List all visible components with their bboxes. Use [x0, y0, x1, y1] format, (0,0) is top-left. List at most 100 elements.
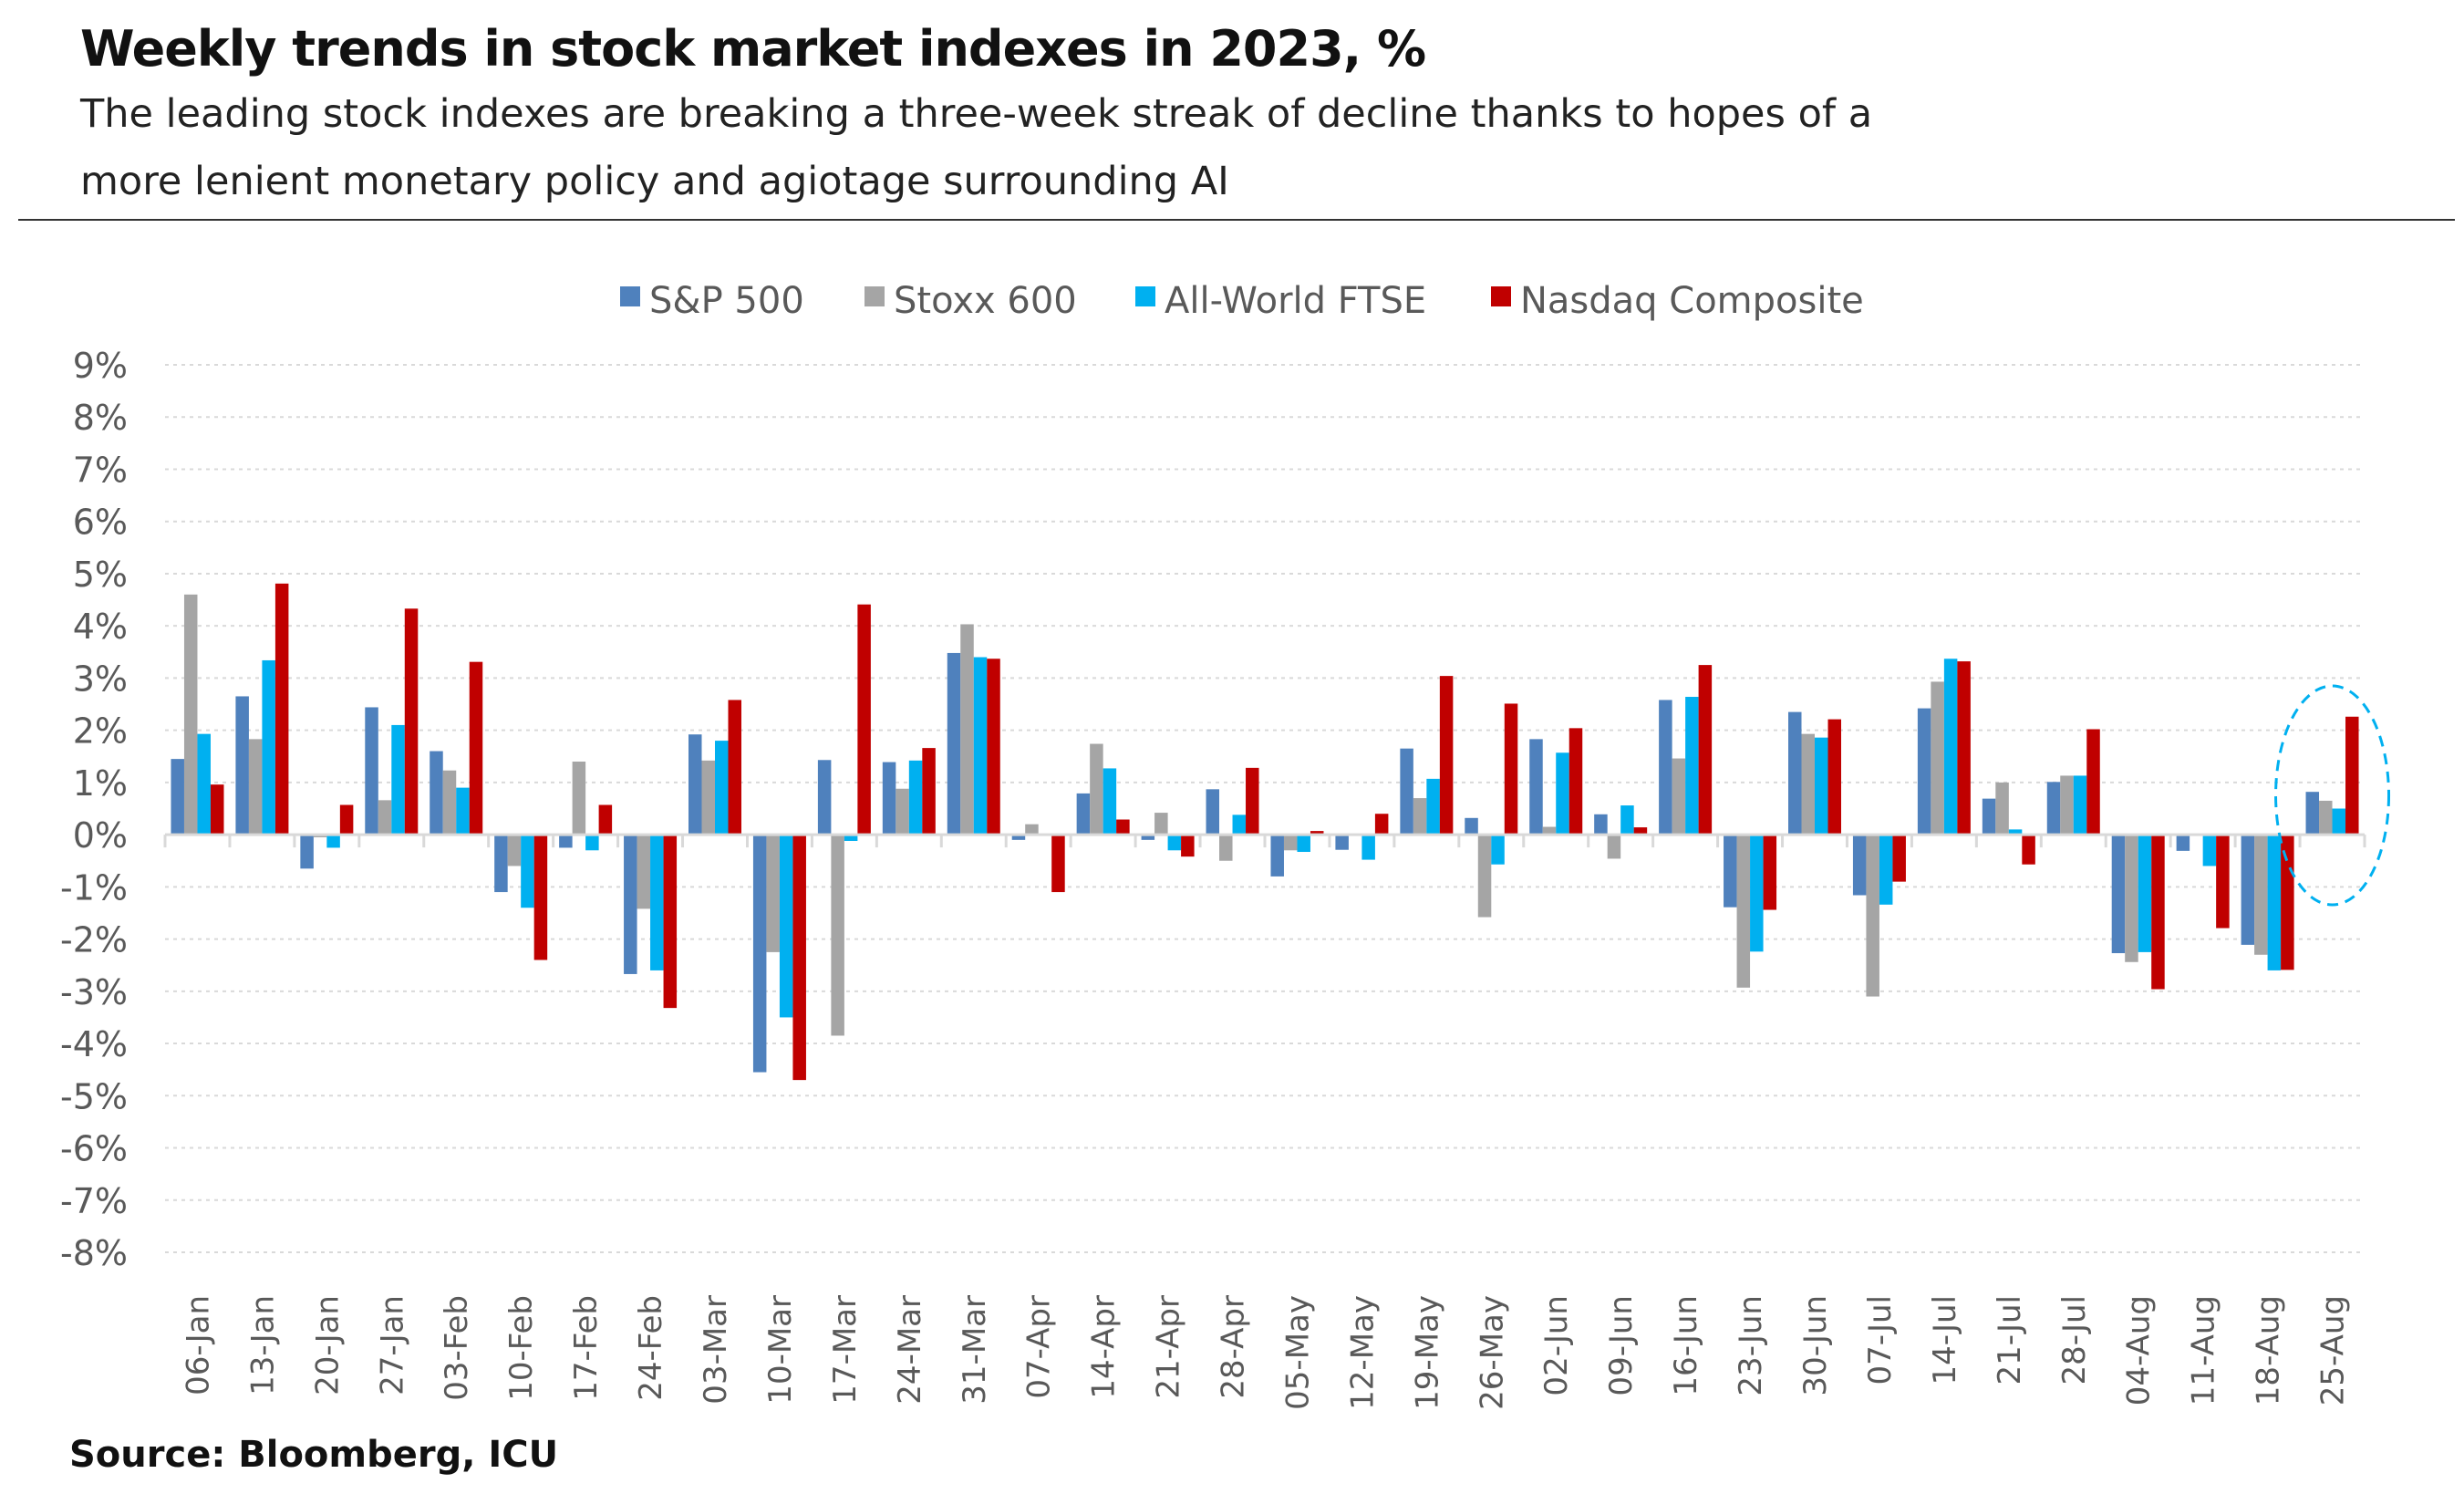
bar-all-world-ftse	[2138, 835, 2152, 952]
bar-nasdaq-composite	[1698, 665, 1713, 835]
bar-s-p-500	[1400, 748, 1413, 835]
bar-stoxx-600	[378, 800, 392, 835]
y-tick-label: -7%	[60, 1181, 128, 1221]
bar-all-world-ftse	[650, 835, 664, 970]
legend-swatch	[864, 286, 885, 306]
bar-s-p-500	[688, 734, 702, 835]
x-tick-label: 09-Jun	[1603, 1295, 1640, 1396]
bar-stoxx-600	[1542, 826, 1557, 835]
bar-stoxx-600	[1672, 758, 1686, 835]
bar-stoxx-600	[2125, 835, 2138, 962]
y-tick-label: 7%	[73, 450, 128, 490]
bar-s-p-500	[1270, 835, 1284, 877]
x-tick-label: 21-Jul	[1992, 1295, 2028, 1385]
bar-s-p-500	[1011, 835, 1026, 840]
x-tick-label: 30-Jun	[1797, 1295, 1834, 1396]
bar-nasdaq-composite	[1310, 831, 1324, 835]
bar-all-world-ftse	[1361, 835, 1375, 860]
bar-stoxx-600	[1995, 782, 2009, 835]
bar-nasdaq-composite	[1116, 819, 1130, 835]
bar-stoxx-600	[442, 770, 457, 835]
x-tick-label: 06-Jan	[180, 1295, 216, 1395]
bar-nasdaq-composite	[2086, 729, 2100, 835]
bar-stoxx-600	[1931, 681, 1944, 835]
x-tick-label: 21-Apr	[1151, 1295, 1187, 1399]
bar-all-world-ftse	[1426, 778, 1440, 835]
bar-s-p-500	[947, 652, 961, 835]
bar-nasdaq-composite	[857, 604, 871, 835]
x-tick-label: 05-May	[1279, 1295, 1316, 1410]
y-tick-label: -6%	[60, 1129, 128, 1169]
x-tick-label: 12-May	[1344, 1295, 1381, 1410]
bar-all-world-ftse	[2202, 835, 2217, 866]
bar-s-p-500	[235, 696, 249, 835]
bar-all-world-ftse	[456, 787, 470, 835]
bar-stoxx-600	[2319, 800, 2333, 835]
bar-all-world-ftse	[326, 835, 340, 848]
bar-nasdaq-composite	[922, 748, 936, 835]
bar-nasdaq-composite	[2345, 716, 2359, 835]
bar-nasdaq-composite	[1181, 835, 1195, 857]
x-tick-label: 07-Apr	[1021, 1295, 1058, 1399]
bar-nasdaq-composite	[339, 804, 354, 835]
bar-s-p-500	[1982, 798, 1996, 835]
bar-s-p-500	[882, 762, 896, 835]
bar-stoxx-600	[1025, 824, 1039, 835]
bar-nasdaq-composite	[2151, 835, 2165, 990]
x-tick-label: 24-Mar	[892, 1295, 928, 1405]
bar-nasdaq-composite	[1957, 661, 1971, 835]
legend-label: S&P 500	[649, 280, 804, 322]
y-tick-label: -1%	[60, 867, 128, 908]
x-tick-label: 24-Feb	[633, 1295, 669, 1401]
bar-s-p-500	[2111, 835, 2126, 954]
bar-all-world-ftse	[715, 741, 729, 835]
header-divider	[18, 219, 2455, 221]
x-tick-label: 23-Jun	[1733, 1295, 1769, 1396]
y-tick-label: 9%	[73, 346, 128, 386]
bar-nasdaq-composite	[469, 661, 483, 835]
y-tick-label: -3%	[60, 972, 128, 1012]
bar-s-p-500	[1724, 835, 1737, 908]
bar-stoxx-600	[1090, 743, 1103, 835]
bar-s-p-500	[1594, 814, 1608, 835]
bar-all-world-ftse	[1297, 835, 1310, 853]
bar-nasdaq-composite	[274, 583, 289, 835]
bar-s-p-500	[559, 835, 573, 848]
bar-stoxx-600	[701, 760, 715, 835]
bar-stoxx-600	[1219, 835, 1233, 861]
bar-s-p-500	[1659, 700, 1672, 835]
legend-swatch	[620, 286, 640, 306]
highlight-ellipse	[2274, 684, 2391, 907]
y-tick-label: -2%	[60, 920, 128, 960]
legend-label: Stoxx 600	[894, 280, 1077, 322]
bar-all-world-ftse	[2267, 835, 2282, 970]
x-tick-label: 18-Aug	[2251, 1295, 2287, 1406]
bar-nasdaq-composite	[1051, 835, 1065, 893]
bar-stoxx-600	[183, 594, 198, 835]
x-tick-label: 17-Mar	[827, 1295, 864, 1405]
bar-nasdaq-composite	[987, 659, 1000, 835]
bar-all-world-ftse	[197, 733, 211, 835]
y-tick-label: 0%	[73, 815, 128, 856]
bar-nasdaq-composite	[1439, 676, 1454, 835]
bar-nasdaq-composite	[2022, 835, 2035, 865]
bar-s-p-500	[1917, 708, 1931, 835]
bar-nasdaq-composite	[598, 804, 613, 835]
bar-nasdaq-composite	[404, 608, 419, 835]
bar-all-world-ftse	[973, 657, 988, 835]
bar-s-p-500	[1852, 835, 1867, 896]
bar-s-p-500	[2046, 782, 2061, 835]
bar-all-world-ftse	[1685, 697, 1699, 835]
y-tick-label: -8%	[60, 1233, 128, 1273]
bar-stoxx-600	[831, 835, 844, 1036]
bar-s-p-500	[752, 835, 767, 1073]
bar-s-p-500	[1788, 711, 1802, 835]
bar-s-p-500	[1141, 835, 1155, 840]
y-tick-label: -4%	[60, 1024, 128, 1064]
bar-nasdaq-composite	[2216, 835, 2230, 929]
bar-nasdaq-composite	[1374, 814, 1389, 835]
bar-nasdaq-composite	[533, 835, 548, 960]
bar-all-world-ftse	[1556, 752, 1569, 835]
y-tick-label: 3%	[73, 659, 128, 699]
bar-stoxx-600	[1283, 835, 1298, 851]
